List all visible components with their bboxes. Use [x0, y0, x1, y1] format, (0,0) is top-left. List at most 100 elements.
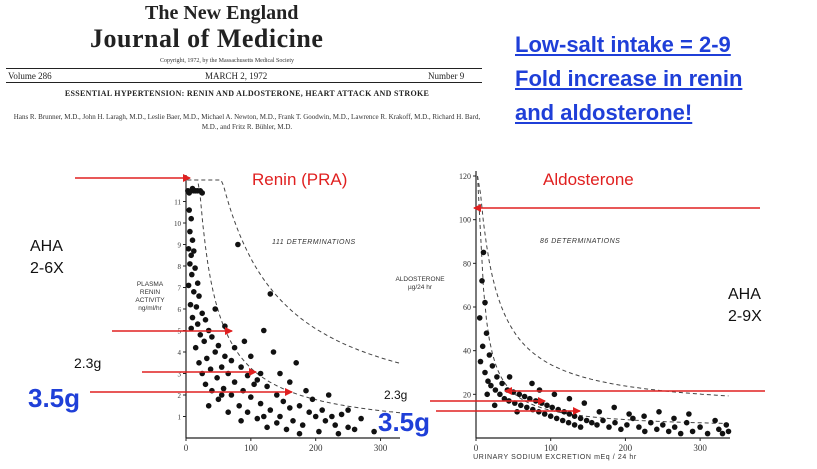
determinations-label: 86 DETERMINATIONS [540, 238, 620, 245]
issue-date: MARCH 2, 1972 [205, 71, 268, 81]
data-point [358, 415, 364, 422]
data-point [280, 398, 287, 405]
right-salt-2-3g: 2.3g [384, 388, 408, 402]
data-point [306, 409, 313, 416]
data-point [274, 392, 280, 398]
y-tick-label: 11 [174, 199, 181, 207]
data-point [480, 249, 487, 256]
aha-left: AHA 2-6X [30, 236, 64, 280]
data-point [654, 426, 660, 433]
y-tick-label: 6 [178, 306, 182, 314]
data-point [351, 426, 358, 433]
aha-right: AHA 2-9X [728, 284, 762, 328]
data-point [264, 383, 270, 390]
data-point [319, 407, 326, 413]
left-salt-3-5g: 3.5g [28, 383, 81, 413]
data-point [485, 378, 491, 385]
data-point [296, 430, 303, 437]
data-point [193, 304, 200, 310]
x-tick-label: 100 [244, 443, 258, 453]
data-point [636, 424, 642, 430]
data-point [504, 387, 511, 393]
x-tick-label: 0 [184, 443, 189, 453]
y-tick-label: 80 [463, 259, 471, 268]
data-point [261, 413, 267, 420]
data-point [577, 415, 584, 422]
data-point [594, 422, 600, 428]
masthead-title: The New England [145, 2, 299, 24]
data-point [671, 424, 678, 430]
data-point [188, 325, 194, 332]
data-point [204, 355, 210, 362]
data-point [571, 413, 578, 420]
callout-line-1: Low-salt intake = 2-9 [515, 28, 805, 62]
data-point [704, 430, 711, 437]
data-point [202, 381, 209, 388]
data-point [231, 344, 238, 351]
masthead-journal: Journal of Medicine [90, 24, 324, 53]
data-point [312, 413, 319, 420]
y-tick-label: 2 [178, 392, 182, 400]
aldosterone-label: Aldosterone [543, 170, 634, 189]
callout-line-1-text: Low-salt intake = [515, 32, 699, 57]
data-point [287, 379, 293, 385]
data-point [212, 306, 218, 312]
y-tick-label: 8 [178, 263, 182, 271]
data-point [536, 387, 543, 393]
data-point [671, 415, 677, 422]
data-point [626, 411, 632, 417]
data-point [529, 380, 535, 387]
data-point [236, 403, 242, 409]
data-point [214, 375, 220, 381]
data-point [277, 413, 283, 420]
renin-scatter-chart: 12345678910110100200300111 DETERMINATION… [135, 175, 401, 453]
data-point [244, 409, 251, 416]
data-point [185, 282, 192, 289]
data-point [199, 190, 205, 196]
data-point [479, 343, 486, 350]
data-point [611, 404, 617, 411]
data-point [270, 349, 277, 355]
data-point [296, 403, 303, 409]
data-point [238, 418, 244, 424]
data-point [212, 349, 218, 355]
data-point [642, 428, 648, 435]
callout-text: Low-salt intake = 2-9 Fold increase in r… [515, 28, 805, 130]
data-point [303, 387, 309, 394]
y-tick-label: 10 [174, 220, 182, 228]
data-point [205, 403, 212, 409]
data-point [345, 407, 351, 413]
data-point [618, 426, 624, 433]
data-point [186, 207, 192, 213]
copyright-line: Copyright, 1972, by the Massachusetts Me… [160, 58, 294, 64]
data-point [516, 391, 523, 398]
data-point [566, 411, 573, 417]
data-point [218, 392, 225, 398]
data-point [697, 424, 703, 430]
data-point [192, 265, 198, 271]
y-axis-label: ALDOSTERONE [395, 276, 445, 283]
data-point [521, 393, 528, 400]
data-point [491, 402, 498, 409]
data-point [482, 369, 488, 376]
data-point [197, 332, 204, 338]
data-point [725, 428, 732, 435]
y-axis-label: ng/ml/hr [138, 305, 162, 312]
data-point [489, 363, 496, 369]
data-point [553, 415, 560, 422]
data-point [267, 291, 274, 297]
data-point [723, 422, 730, 428]
data-point [257, 400, 264, 407]
data-point [194, 321, 201, 327]
data-point [544, 402, 550, 409]
data-point [571, 422, 578, 428]
data-point [518, 402, 524, 409]
data-point [228, 357, 235, 364]
data-point [551, 391, 558, 398]
data-point [506, 374, 513, 380]
data-point [641, 413, 647, 420]
data-point [338, 411, 345, 418]
data-point [716, 426, 722, 433]
data-point [194, 280, 201, 287]
data-point [497, 391, 503, 398]
